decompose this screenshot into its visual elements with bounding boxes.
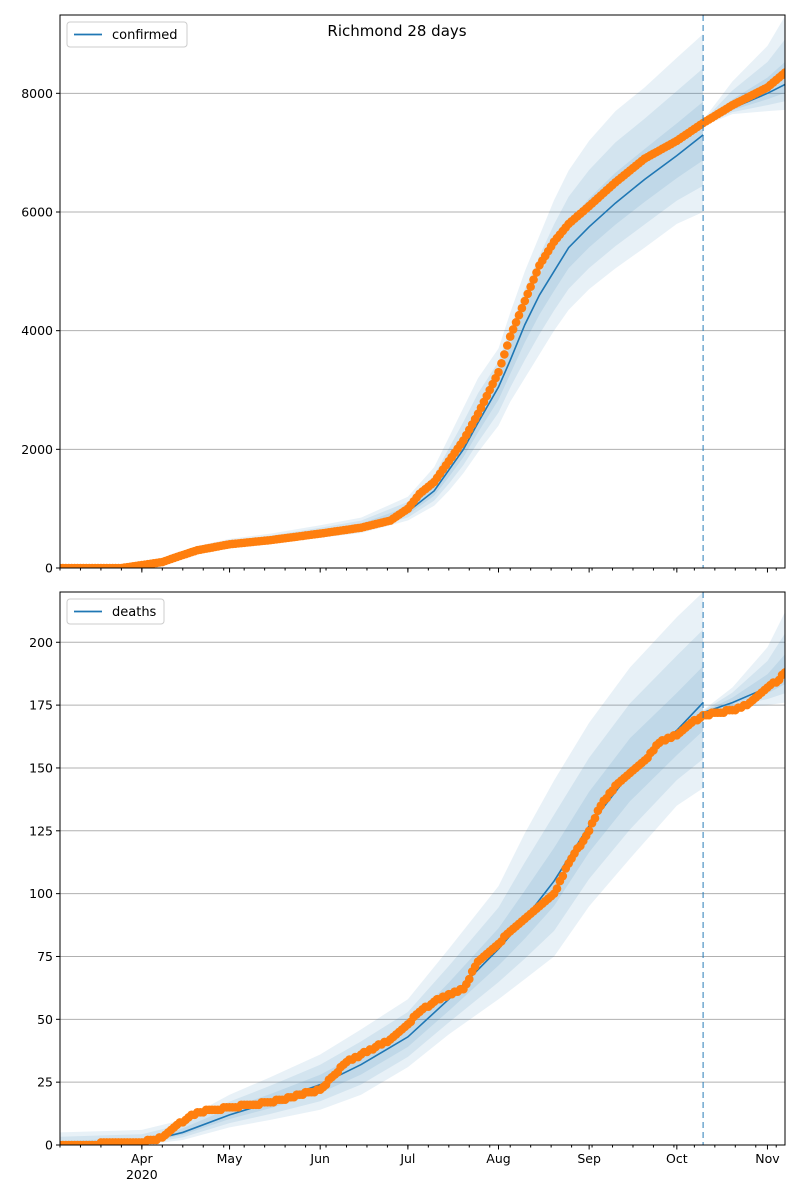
observed-point (584, 826, 594, 836)
y-tick-label: 2000 (21, 442, 53, 457)
legend: confirmed (66, 21, 188, 48)
observed-point (526, 282, 535, 292)
legend-label: confirmed (112, 28, 178, 43)
x-tick-label: Sep (577, 1151, 601, 1166)
observed-point (523, 289, 533, 299)
observed-point (505, 332, 515, 341)
observed-point (529, 275, 538, 284)
y-tick-label: 125 (29, 823, 53, 838)
x-tick-label: Aug (486, 1151, 510, 1166)
legend-box (66, 598, 165, 625)
confirmed-panel: 0 2000 4000 6000 8000 confirmed (21, 14, 786, 576)
observed-point (780, 68, 785, 77)
uncertainty-band (60, 33, 704, 568)
y-tick-label: 75 (37, 949, 53, 964)
observed-point (517, 303, 527, 313)
observed-point (502, 341, 512, 350)
y-tick-label: 175 (29, 698, 53, 713)
x-tick-label: Apr (131, 1151, 153, 1166)
plot-area (60, 16, 785, 568)
y-tick-label: 6000 (21, 204, 53, 219)
x-tick-sublabel: 2020 (126, 1167, 158, 1182)
observed-point (500, 350, 509, 359)
legend-label: deaths (112, 605, 157, 620)
legend: deaths (66, 598, 165, 625)
y-tick-label: 0 (45, 561, 53, 576)
observed-point (590, 813, 600, 823)
uncertainty-band (703, 16, 785, 126)
y-tick-label: 0 (45, 1138, 53, 1153)
x-tick-label: Nov (755, 1151, 780, 1166)
observed-point (497, 358, 506, 368)
y-tick-label: 25 (37, 1075, 53, 1090)
observed-point (532, 268, 541, 277)
chart-title: Richmond 28 days (327, 22, 466, 40)
y-tick-label: 50 (37, 1012, 53, 1027)
observed-point (552, 884, 562, 893)
x-tick-label: Jul (399, 1151, 415, 1166)
observed-point (780, 668, 785, 677)
axes-frame (59, 14, 786, 569)
y-tick-label: 8000 (21, 86, 53, 101)
x-tick-label: Oct (666, 1151, 688, 1166)
observed-point (508, 325, 518, 334)
axes-frame (59, 591, 786, 1146)
observed-point (464, 974, 474, 984)
uncertainty-band (703, 39, 785, 125)
legend-box (66, 21, 188, 48)
y-tick-label: 100 (29, 886, 53, 901)
observed-point (511, 318, 521, 327)
uncertainty-band (60, 666, 704, 1145)
x-tick-label: May (217, 1151, 243, 1166)
y-tick-label: 4000 (21, 323, 53, 338)
observed-point (494, 367, 503, 377)
uncertainty-band (60, 592, 704, 1145)
plot-area (60, 592, 785, 1145)
observed-point (558, 871, 568, 881)
x-tick-label: Jun (309, 1151, 330, 1166)
y-tick-label: 200 (29, 635, 53, 650)
observed-point (514, 310, 524, 320)
observed-point (520, 296, 530, 306)
y-tick-label: 150 (29, 760, 53, 775)
